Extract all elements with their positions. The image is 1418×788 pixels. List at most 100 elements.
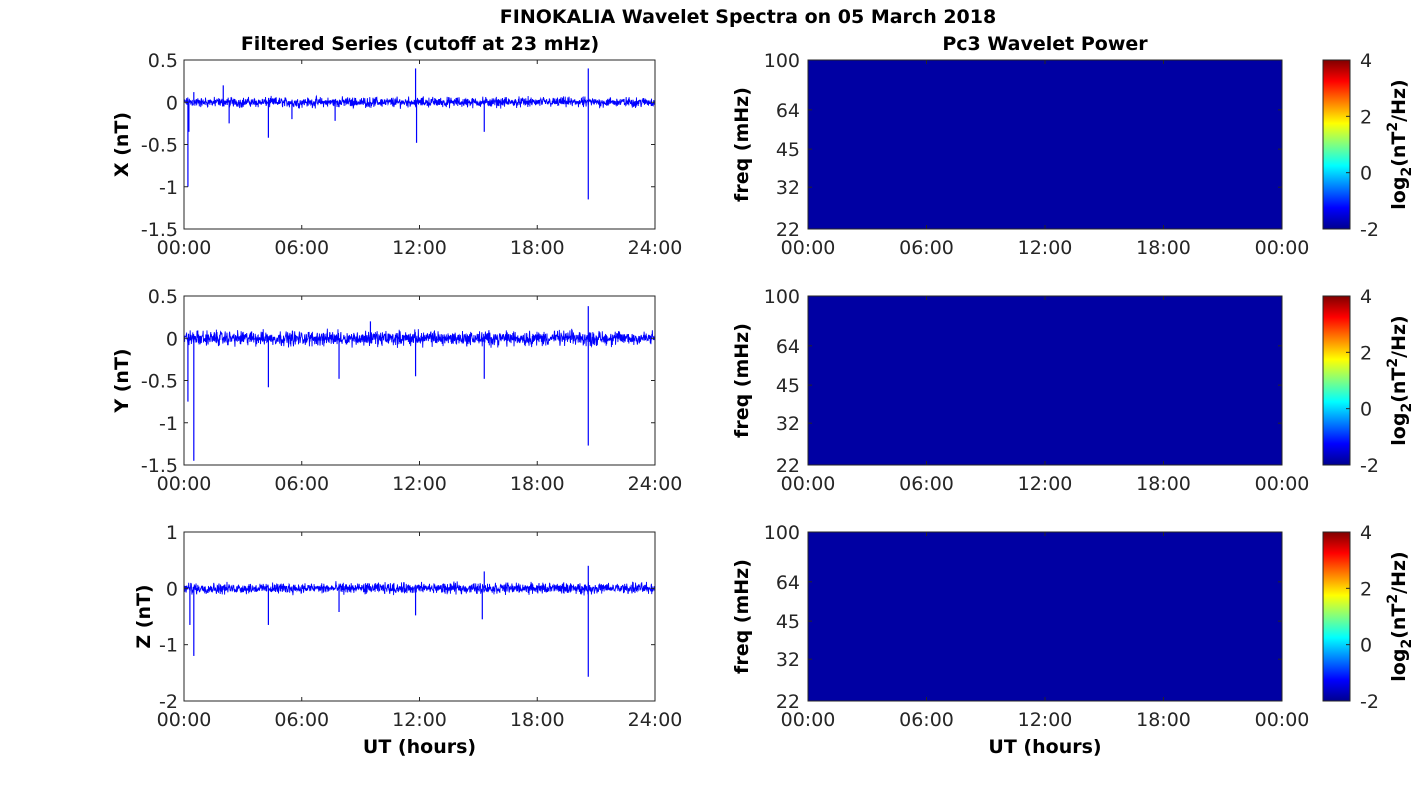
y-tick-label: 45	[776, 139, 800, 161]
x-tick-label: 00:00	[781, 237, 836, 259]
colorbar-tick-label: -2	[1360, 219, 1379, 241]
colorbar-tick-label: 4	[1360, 522, 1372, 544]
y-tick-label: 22	[776, 219, 800, 241]
y-axis-label: freq (mHz)	[731, 323, 753, 438]
x-tick-label: 24:00	[628, 473, 683, 495]
y-axis-label: X (nT)	[111, 112, 133, 177]
y-tick-label: 100	[764, 522, 800, 544]
panel-6: 00:00 06:00 12:00 18:00 00:00 100 64 45 32 22 freq…	[731, 522, 1415, 758]
x-tick-label: 00:00	[157, 709, 212, 731]
colorbar-tick-label: 2	[1360, 106, 1372, 128]
y-tick-label: 0	[166, 578, 178, 600]
left-column-title: Filtered Series (cutoff at 23 mHz)	[241, 33, 599, 55]
panel-4: 00:00 06:00 12:00 18:00 00:00 100 64 45 32 22 freq…	[731, 50, 1415, 259]
x-tick-label: 00:00	[1255, 473, 1310, 495]
x-tick-label: 00:00	[157, 473, 212, 495]
panel-1: 00:00 06:00 12:00 18:00 24:00 0.5 0 -0.5 -1 -1.5 X…	[111, 50, 682, 259]
x-tick-label: 06:00	[899, 237, 954, 259]
x-tick-label: 18:00	[510, 709, 565, 731]
y-tick-label: 45	[776, 611, 800, 633]
x-tick-label: 12:00	[392, 473, 447, 495]
axes-frame	[183, 295, 656, 466]
colorbar-label: log2(nT2/Hz)	[1385, 315, 1415, 445]
y-tick-label: -1.5	[141, 455, 178, 477]
spectrogram-field	[808, 60, 1282, 229]
y-tick-label: -1	[159, 177, 178, 199]
x-tick-label: 12:00	[1018, 237, 1073, 259]
y-tick-label: 45	[776, 375, 800, 397]
y-tick-label: 64	[776, 336, 800, 358]
panel-5: 00:00 06:00 12:00 18:00 00:00 100 64 45 32 22 freq…	[731, 286, 1415, 495]
y-tick-label: 0.5	[148, 286, 178, 308]
x-tick-label: 12:00	[1018, 473, 1073, 495]
series-line	[183, 328, 656, 349]
axes-frame	[183, 59, 656, 230]
x-tick-label: 12:00	[1018, 709, 1073, 731]
y-tick-label: 100	[764, 286, 800, 308]
right-column-title: Pc3 Wavelet Power	[942, 33, 1148, 55]
y-tick-label: 64	[776, 100, 800, 122]
y-tick-label: 32	[776, 413, 800, 435]
y-axis-label: freq (mHz)	[731, 87, 753, 202]
y-tick-label: -2	[159, 691, 178, 713]
x-tick-label: 06:00	[899, 709, 954, 731]
x-tick-label: 12:00	[392, 237, 447, 259]
x-tick-label: 18:00	[1136, 237, 1191, 259]
colorbar-frame	[1322, 59, 1351, 230]
x-tick-label: 12:00	[392, 709, 447, 731]
y-tick-label: 22	[776, 691, 800, 713]
panel-3: 00:00 06:00 12:00 18:00 24:00 1 0 -1 -2 Z (nT) UT …	[133, 522, 682, 758]
y-tick-label: 32	[776, 649, 800, 671]
y-tick-label: 100	[764, 50, 800, 72]
x-tick-label: 00:00	[781, 473, 836, 495]
colorbar	[1323, 296, 1350, 465]
y-tick-label: 0.5	[148, 50, 178, 72]
colorbar-frame	[1322, 531, 1351, 702]
y-axis-label: Z (nT)	[133, 584, 155, 648]
colorbar-tick-label: 4	[1360, 50, 1372, 72]
series-line	[183, 581, 656, 596]
y-tick-label: -1	[159, 635, 178, 657]
colorbar-tick-label: -2	[1360, 691, 1379, 713]
x-axis-label: UT (hours)	[363, 736, 476, 758]
colorbar-tick-label: -2	[1360, 455, 1379, 477]
y-tick-label: -0.5	[141, 371, 178, 393]
axes-frame	[183, 531, 656, 702]
x-tick-label: 00:00	[157, 237, 212, 259]
x-tick-label: 06:00	[274, 473, 329, 495]
panel-2: 00:00 06:00 12:00 18:00 24:00 0.5 0 -0.5 -1 -1.5 Y…	[111, 286, 682, 495]
y-axis-label: freq (mHz)	[731, 559, 753, 674]
series-line	[183, 94, 656, 110]
x-tick-label: 00:00	[1255, 237, 1310, 259]
colorbar-tick-label: 2	[1360, 578, 1372, 600]
x-tick-label: 24:00	[628, 709, 683, 731]
x-tick-label: 18:00	[510, 237, 565, 259]
colorbar-frame	[1322, 295, 1351, 466]
x-tick-label: 00:00	[1255, 709, 1310, 731]
x-tick-label: 06:00	[274, 709, 329, 731]
colorbar-tick-label: 0	[1360, 635, 1372, 657]
figure-title: FINOKALIA Wavelet Spectra on 05 March 20…	[500, 6, 996, 28]
y-tick-label: 22	[776, 455, 800, 477]
x-tick-label: 18:00	[1136, 709, 1191, 731]
x-tick-label: 24:00	[628, 237, 683, 259]
colorbar-tick-label: 4	[1360, 286, 1372, 308]
colorbar	[1323, 532, 1350, 701]
y-tick-label: -1	[159, 413, 178, 435]
spectrogram-field	[808, 296, 1282, 465]
colorbar-tick-label: 0	[1360, 399, 1372, 421]
colorbar	[1323, 60, 1350, 229]
colorbar-tick-label: 0	[1360, 163, 1372, 185]
spectrogram-field	[808, 532, 1282, 701]
y-tick-label: 1	[166, 522, 178, 544]
x-tick-label: 18:00	[1136, 473, 1191, 495]
x-tick-label: 06:00	[899, 473, 954, 495]
x-tick-label: 18:00	[510, 473, 565, 495]
colorbar-label: log2(nT2/Hz)	[1385, 551, 1415, 681]
x-tick-label: 00:00	[781, 709, 836, 731]
x-tick-label: 06:00	[274, 237, 329, 259]
y-tick-label: 0	[166, 92, 178, 114]
y-tick-label: -1.5	[141, 219, 178, 241]
x-axis-label: UT (hours)	[988, 736, 1101, 758]
